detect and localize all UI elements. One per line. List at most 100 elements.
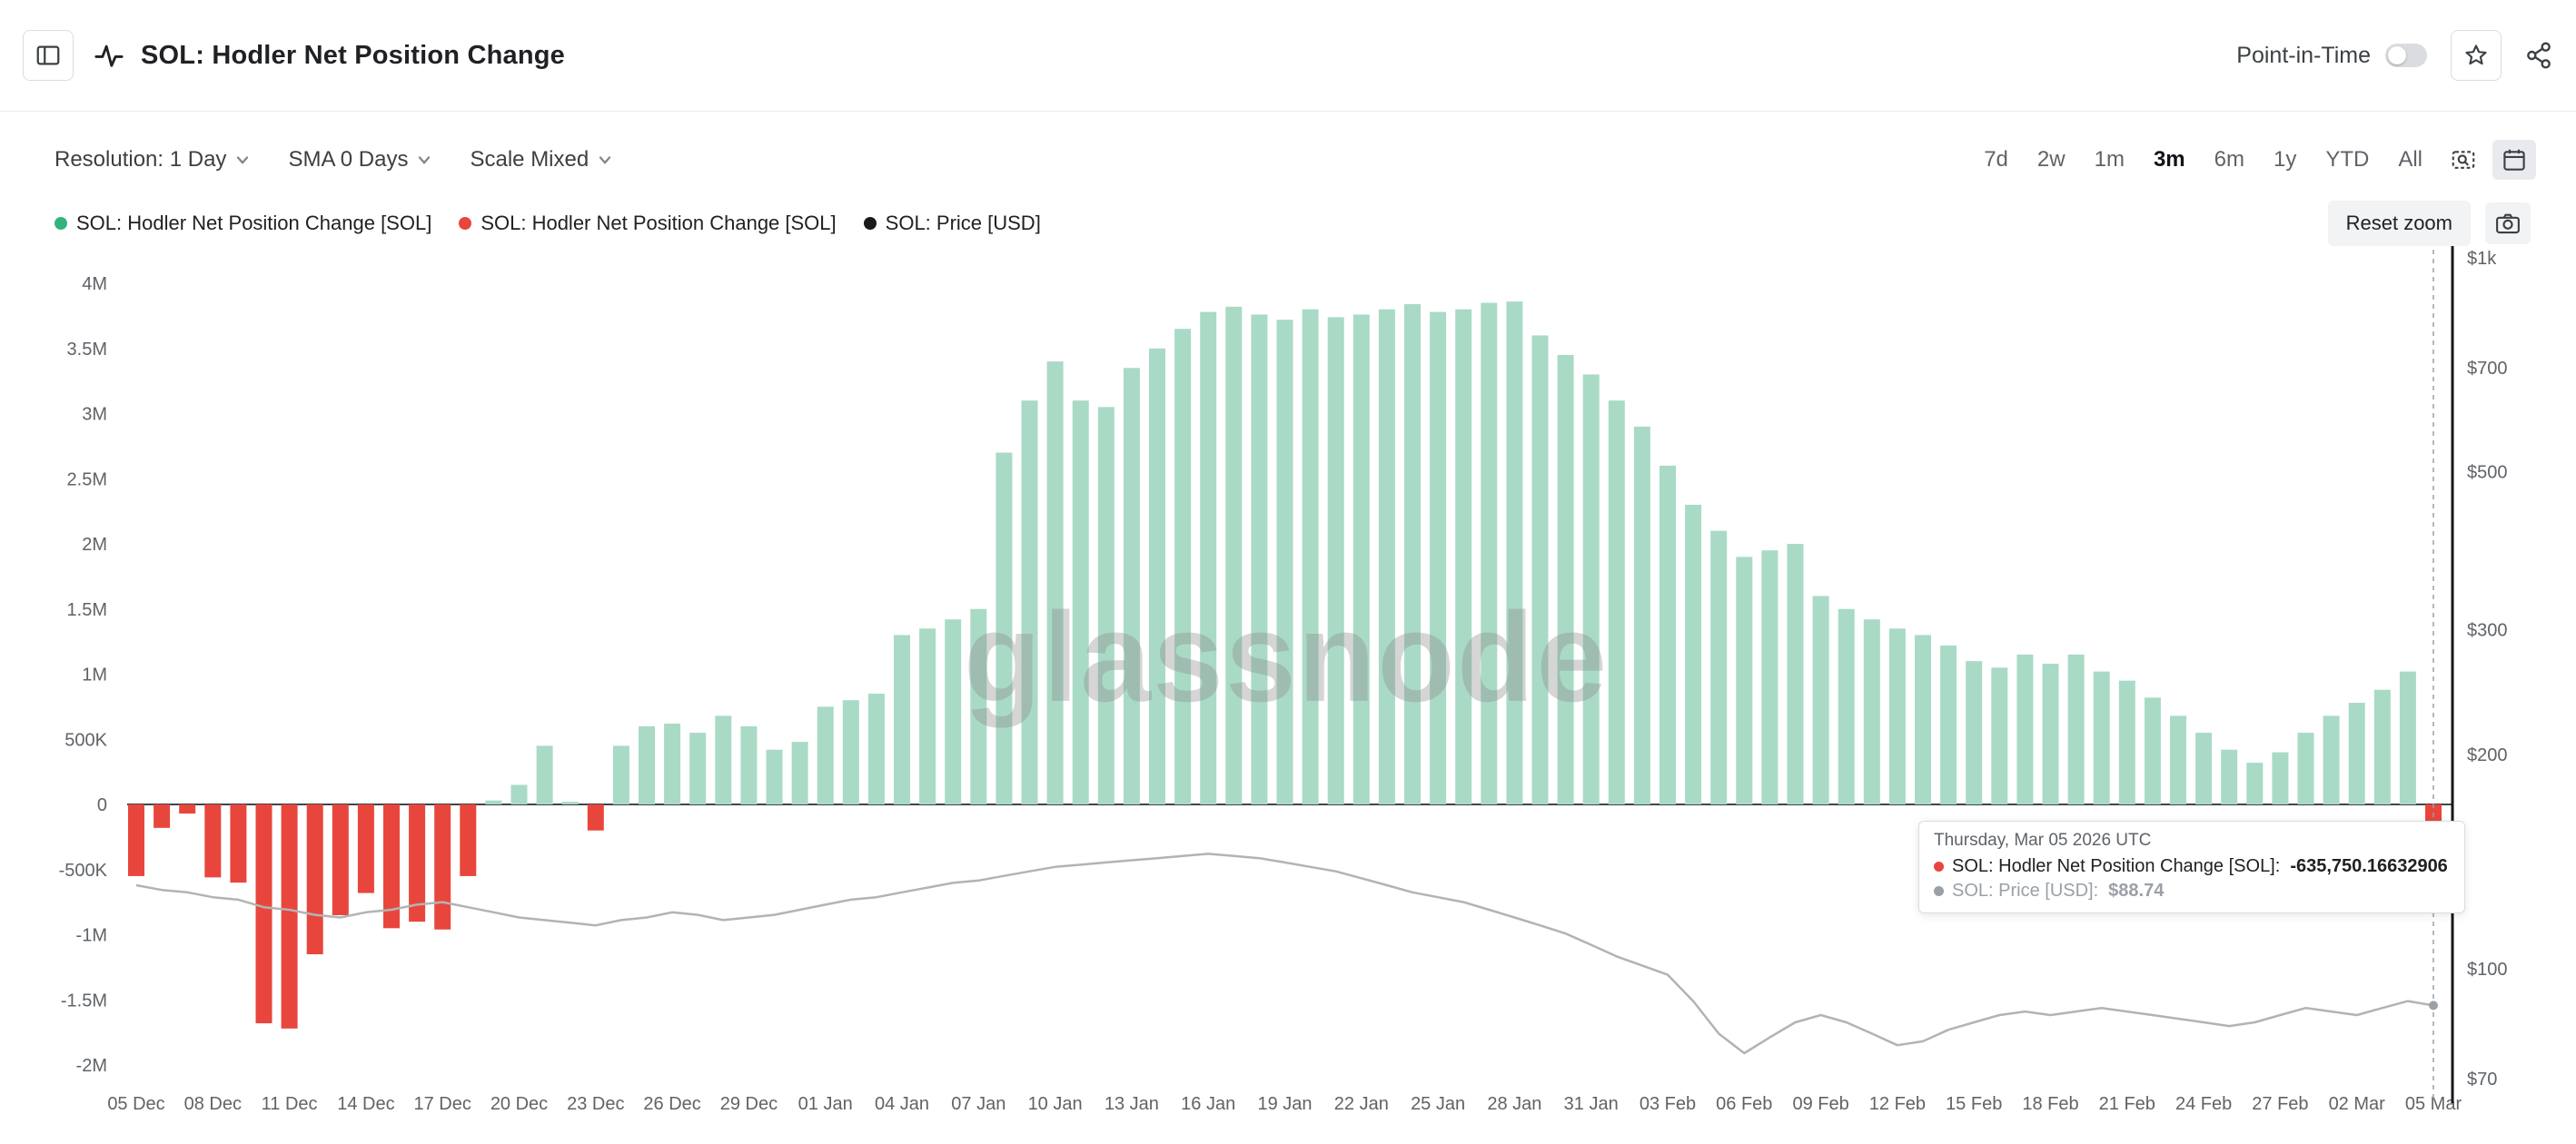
bar[interactable] — [1174, 329, 1192, 805]
range-button-6m[interactable]: 6m — [2203, 138, 2256, 182]
bar[interactable] — [817, 706, 834, 804]
bar[interactable] — [2246, 763, 2264, 804]
bar[interactable] — [409, 804, 426, 922]
bar[interactable] — [2221, 749, 2238, 804]
bar[interactable] — [2323, 715, 2340, 804]
bar[interactable] — [306, 804, 323, 955]
bar[interactable] — [1531, 335, 1549, 804]
bar[interactable] — [1685, 504, 1702, 804]
bar[interactable] — [867, 694, 885, 804]
sidebar-toggle-button[interactable] — [23, 30, 74, 81]
range-button-3m[interactable]: 3m — [2142, 138, 2197, 182]
camera-snapshot-button[interactable] — [2485, 202, 2531, 244]
bar[interactable] — [332, 804, 349, 915]
bar[interactable] — [561, 802, 579, 804]
bar[interactable] — [1838, 608, 1855, 804]
bar[interactable] — [894, 635, 910, 804]
point-in-time-toggle[interactable] — [2385, 44, 2427, 67]
bar[interactable] — [204, 804, 222, 878]
share-button[interactable] — [2518, 34, 2561, 77]
bar[interactable] — [179, 804, 196, 814]
bar[interactable] — [1608, 400, 1625, 804]
resolution-dropdown[interactable]: Resolution: 1 Day — [54, 147, 252, 173]
bar[interactable] — [1660, 465, 1676, 804]
bar[interactable] — [434, 804, 451, 930]
bar[interactable] — [1481, 302, 1498, 804]
legend-item-2[interactable]: SOL: Price [USD] — [863, 212, 1041, 235]
scale-dropdown[interactable]: Scale Mixed — [470, 147, 614, 173]
bar[interactable] — [230, 804, 247, 883]
bar[interactable] — [766, 749, 783, 804]
bar[interactable] — [1302, 309, 1319, 804]
bar[interactable] — [689, 733, 707, 804]
range-button-1y[interactable]: 1y — [2262, 138, 2308, 182]
bar[interactable] — [128, 804, 144, 876]
bar[interactable] — [2144, 697, 2161, 804]
bar[interactable] — [1455, 309, 1472, 804]
bar[interactable] — [2042, 664, 2059, 804]
bar[interactable] — [1863, 619, 1880, 804]
bar[interactable] — [945, 619, 962, 804]
range-button-1m[interactable]: 1m — [2083, 138, 2136, 182]
bar[interactable] — [1430, 311, 1447, 804]
range-button-7d[interactable]: 7d — [1972, 138, 2020, 182]
reset-zoom-button[interactable]: Reset zoom — [2327, 201, 2471, 246]
bar[interactable] — [1582, 374, 1600, 804]
range-button-2w[interactable]: 2w — [2026, 138, 2077, 182]
bar[interactable] — [1633, 426, 1650, 804]
range-button-ytd[interactable]: YTD — [2313, 138, 2381, 182]
bar[interactable] — [1123, 368, 1140, 804]
bar[interactable] — [842, 700, 859, 804]
bar[interactable] — [970, 608, 987, 804]
bar[interactable] — [510, 784, 528, 804]
bar[interactable] — [460, 804, 477, 876]
bar[interactable] — [1991, 667, 2008, 804]
bar[interactable] — [639, 725, 655, 804]
bar[interactable] — [1966, 661, 1983, 804]
bar[interactable] — [1888, 628, 1906, 804]
bar[interactable] — [2297, 733, 2314, 804]
bar[interactable] — [1021, 400, 1038, 804]
bar[interactable] — [536, 745, 553, 804]
bar[interactable] — [1761, 550, 1778, 804]
bar[interactable] — [2016, 654, 2034, 804]
bar[interactable] — [1200, 311, 1217, 804]
bar[interactable] — [383, 804, 400, 929]
sma-dropdown[interactable]: SMA 0 Days — [288, 147, 433, 173]
bar[interactable] — [715, 715, 732, 804]
bar[interactable] — [2067, 654, 2085, 804]
bar[interactable] — [740, 725, 758, 804]
bar[interactable] — [1915, 635, 1931, 804]
bar[interactable] — [1557, 354, 1574, 804]
bar[interactable] — [2399, 671, 2416, 804]
bar[interactable] — [1225, 306, 1243, 805]
bar[interactable] — [1072, 400, 1089, 804]
bar[interactable] — [612, 745, 629, 804]
bar[interactable] — [1404, 303, 1421, 805]
bar[interactable] — [1940, 645, 1957, 804]
legend-item-1[interactable]: SOL: Hodler Net Position Change [SOL] — [459, 212, 837, 235]
bar[interactable] — [154, 804, 171, 828]
bar[interactable] — [2272, 752, 2289, 804]
legend-item-0[interactable]: SOL: Hodler Net Position Change [SOL] — [54, 212, 431, 235]
bar[interactable] — [1378, 309, 1395, 804]
bar[interactable] — [2195, 733, 2213, 804]
bar[interactable] — [1787, 544, 1804, 804]
bar[interactable] — [1812, 596, 1829, 804]
range-button-all[interactable]: All — [2386, 138, 2434, 182]
bar[interactable] — [2373, 689, 2391, 804]
bar[interactable] — [1276, 320, 1293, 804]
bar[interactable] — [1097, 407, 1115, 804]
bar[interactable] — [357, 804, 374, 893]
zoom-selection-button[interactable] — [2442, 140, 2485, 180]
favorite-star-button[interactable] — [2451, 30, 2502, 81]
bar[interactable] — [2118, 680, 2135, 804]
bar[interactable] — [255, 804, 272, 1024]
bar[interactable] — [919, 628, 936, 804]
bar[interactable] — [1736, 557, 1753, 804]
bar[interactable] — [1327, 317, 1344, 804]
bar[interactable] — [1251, 314, 1268, 804]
bar[interactable] — [1046, 361, 1064, 804]
bar[interactable] — [2348, 703, 2365, 804]
bar[interactable] — [2170, 715, 2186, 804]
